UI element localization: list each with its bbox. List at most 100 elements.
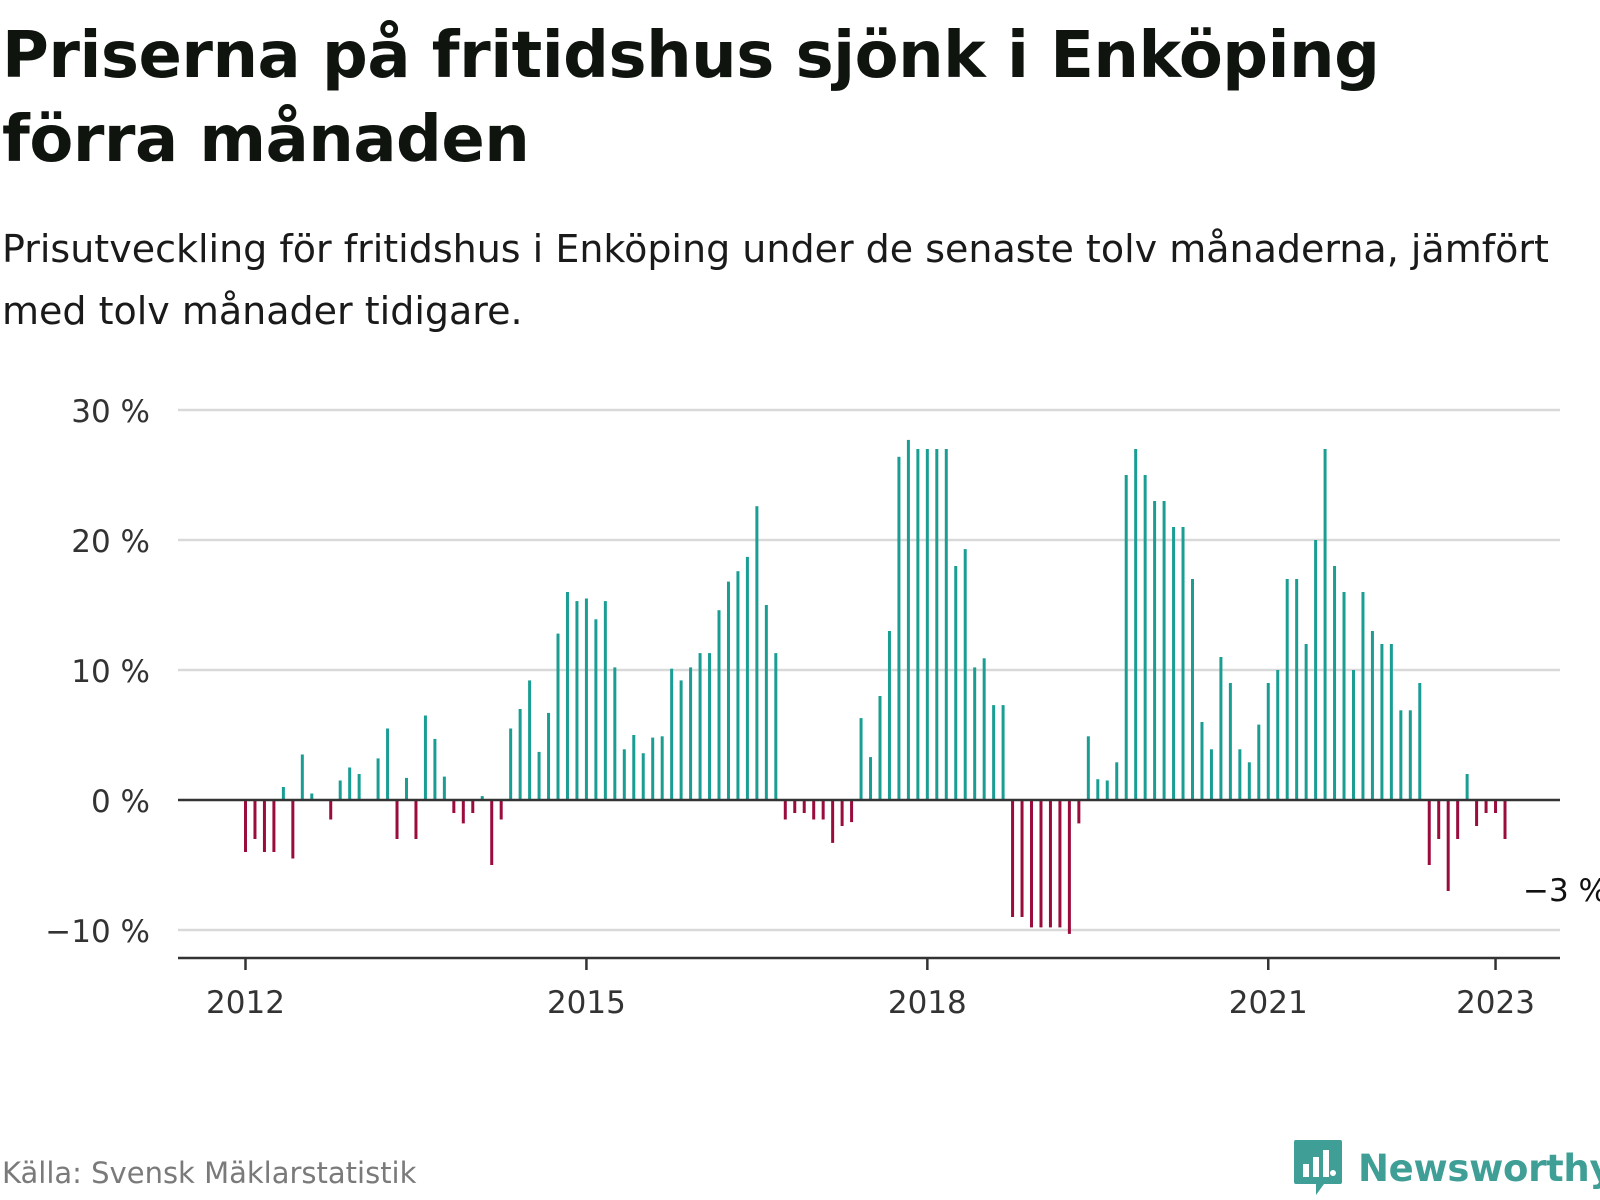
bar-negative — [1058, 800, 1062, 928]
bar-positive — [755, 506, 759, 800]
bar-positive — [1247, 762, 1251, 800]
y-tick-label: −10 % — [45, 914, 150, 950]
bar-negative — [783, 800, 787, 820]
bar-positive — [1115, 762, 1119, 800]
bar-positive — [1361, 592, 1365, 800]
x-tick-label: 2012 — [206, 985, 285, 1020]
bar-negative — [1494, 800, 1498, 813]
bar-positive — [1096, 779, 1100, 800]
bar-positive — [982, 658, 986, 800]
bar-positive — [1276, 670, 1280, 800]
bar-positive — [689, 667, 693, 800]
bar-negative — [1020, 800, 1024, 917]
bar-positive — [869, 757, 873, 800]
bar-negative — [831, 800, 835, 843]
bar-positive — [1001, 705, 1005, 800]
bar-positive — [1465, 774, 1469, 800]
bar-positive — [992, 705, 996, 800]
y-axis-labels: 30 % 20 % 10 % 0 % −10 % — [45, 394, 150, 950]
bar-negative — [291, 800, 295, 859]
bar-positive — [1172, 527, 1176, 800]
gridlines — [178, 408, 1560, 932]
bar-negative — [850, 800, 854, 823]
x-tick-label: 2015 — [547, 985, 626, 1020]
bar-negative — [272, 800, 276, 852]
bar-negative — [1484, 800, 1488, 813]
bar-positive — [887, 631, 891, 800]
bar-positive — [1143, 475, 1147, 800]
last-value-annotation: −3 % — [1523, 873, 1600, 909]
bar-positive — [897, 456, 901, 800]
bar-positive — [1399, 710, 1403, 800]
bar-negative — [1456, 800, 1460, 839]
bar-positive — [944, 449, 948, 800]
bar-positive — [774, 653, 778, 800]
bar-positive — [594, 619, 598, 800]
bar-negative — [840, 800, 844, 826]
bar-positive — [1389, 644, 1393, 800]
bars — [244, 439, 1507, 934]
bar-positive — [433, 738, 437, 800]
bar-positive — [300, 754, 304, 800]
bar-positive — [1342, 592, 1346, 800]
y-tick-label: 10 % — [71, 654, 150, 690]
bar-negative — [793, 800, 797, 813]
bar-negative — [329, 800, 333, 820]
bar-positive — [726, 581, 730, 800]
y-tick-label: 0 % — [91, 784, 150, 820]
bar-positive — [376, 758, 380, 800]
bar-positive — [660, 736, 664, 800]
bar-positive — [878, 696, 882, 800]
chart-title: Priserna på fritidshus sjönk i Enköping … — [2, 19, 1380, 177]
bar-negative — [802, 800, 806, 813]
bar-negative — [1446, 800, 1450, 891]
bar-negative — [395, 800, 399, 839]
bar-positive — [1200, 722, 1204, 800]
newsworthy-logo-icon — [1294, 1140, 1342, 1195]
bar-positive — [641, 753, 645, 800]
bar-negative — [262, 800, 266, 852]
bar-positive — [565, 592, 569, 800]
x-axis-labels: 2012 2015 2018 2021 2023 — [206, 985, 1535, 1020]
bar-negative — [414, 800, 418, 839]
bar-negative — [461, 800, 465, 824]
bar-positive — [954, 566, 958, 800]
bar-negative — [1048, 800, 1052, 928]
bar-positive — [1162, 501, 1166, 800]
x-tick-label: 2021 — [1229, 985, 1308, 1020]
bar-positive — [1408, 710, 1412, 800]
bar-negative — [821, 800, 825, 820]
bar-positive — [1238, 749, 1242, 800]
bar-positive — [1370, 631, 1374, 800]
bar-positive — [1266, 683, 1270, 800]
bar-positive — [1304, 644, 1308, 800]
bar-negative — [1067, 800, 1071, 934]
bar-negative — [244, 800, 247, 852]
bar-negative — [471, 800, 475, 813]
bar-negative — [490, 800, 494, 865]
bar-negative — [499, 800, 503, 820]
bar-negative — [452, 800, 456, 813]
bar-positive — [679, 680, 683, 800]
bar-negative — [1437, 800, 1441, 839]
bar-positive — [1124, 475, 1128, 800]
bar-positive — [916, 449, 920, 800]
bar-positive — [1086, 736, 1090, 800]
bar-positive — [1418, 683, 1422, 800]
bar-chart: 30 % 20 % 10 % 0 % −10 % 2012 2015 2018 2021 202… — [45, 394, 1600, 1020]
bar-positive — [584, 598, 588, 800]
bar-positive — [528, 680, 532, 800]
bar-positive — [670, 668, 674, 800]
bar-positive — [1181, 527, 1185, 800]
brand-logo: Newsworthy — [1292, 1138, 1600, 1198]
bar-positive — [925, 449, 929, 800]
bar-positive — [423, 715, 427, 800]
bar-positive — [537, 751, 541, 800]
bar-positive — [935, 449, 939, 800]
y-tick-label: 30 % — [71, 394, 150, 430]
bar-positive — [556, 633, 560, 800]
bar-positive — [651, 737, 655, 800]
x-tick-label: 2018 — [888, 985, 967, 1020]
bar-positive — [708, 653, 712, 800]
bar-negative — [1011, 800, 1015, 917]
